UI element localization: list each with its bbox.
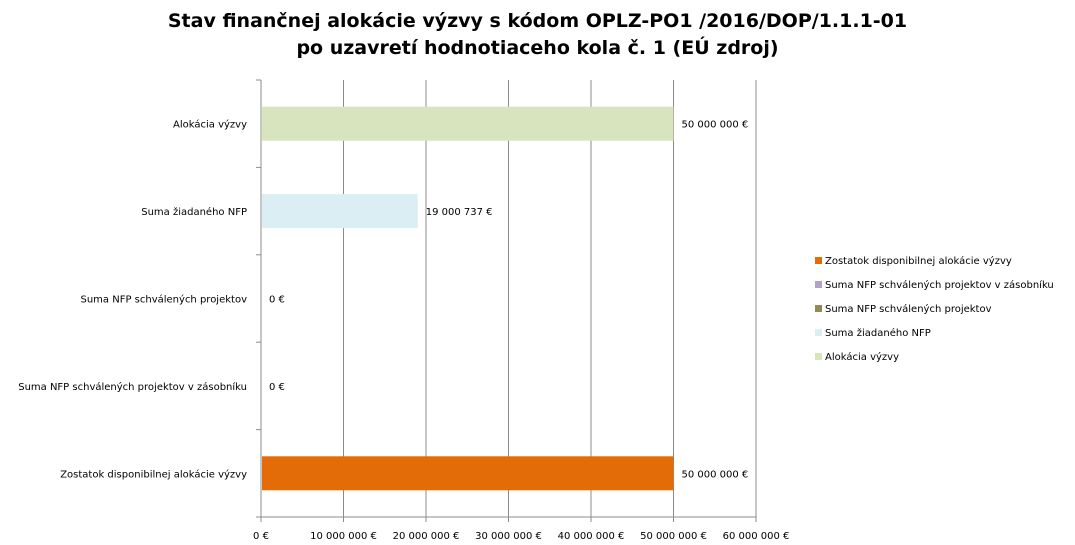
legend-label: Zostatok disponibilnej alokácie výzvy <box>825 255 1012 267</box>
data-label: 50 000 000 € <box>682 469 749 480</box>
category-label: Suma NFP schválených projektov <box>80 294 247 306</box>
data-label: 0 € <box>269 382 285 393</box>
category-label: Suma NFP schválených projektov v zásobní… <box>18 381 247 393</box>
legend-swatch <box>815 329 822 336</box>
data-label: 50 000 000 € <box>682 120 749 131</box>
legend-swatch <box>815 257 822 264</box>
legend-swatch <box>815 305 822 312</box>
chart-title-line-2: po uzavretí hodnotiaceho kola č. 1 (EÚ z… <box>296 37 779 59</box>
data-label: 0 € <box>269 295 285 306</box>
legend-label: Suma NFP schválených projektov <box>825 303 992 315</box>
x-tick-label: 40 000 000 € <box>558 531 625 542</box>
x-tick-label: 10 000 000 € <box>310 531 377 542</box>
x-tick-label: 60 000 000 € <box>723 531 790 542</box>
category-label: Alokácia výzvy <box>173 119 247 131</box>
bar <box>262 194 418 229</box>
x-tick-label: 20 000 000 € <box>393 531 460 542</box>
x-tick-label: 30 000 000 € <box>475 531 542 542</box>
legend-swatch <box>815 281 822 288</box>
chart-title: Stav finančnej alokácie výzvy s kódom OP… <box>0 8 1075 62</box>
legend-label: Alokácia výzvy <box>825 351 899 363</box>
x-tick-label: 0 € <box>253 531 269 542</box>
legend-label: Suma žiadaného NFP <box>825 327 931 339</box>
category-label: Zostatok disponibilnej alokácie výzvy <box>60 468 247 480</box>
bar <box>262 106 674 141</box>
legend-swatch <box>815 353 822 360</box>
x-tick-label: 50 000 000 € <box>640 531 707 542</box>
bar <box>262 456 674 491</box>
category-label: Suma žiadaného NFP <box>141 206 247 218</box>
chart-title-line-1: Stav finančnej alokácie výzvy s kódom OP… <box>167 10 908 32</box>
legend-label: Suma NFP schválených projektov v zásobní… <box>825 279 1054 291</box>
data-label: 19 000 737 € <box>426 207 493 218</box>
